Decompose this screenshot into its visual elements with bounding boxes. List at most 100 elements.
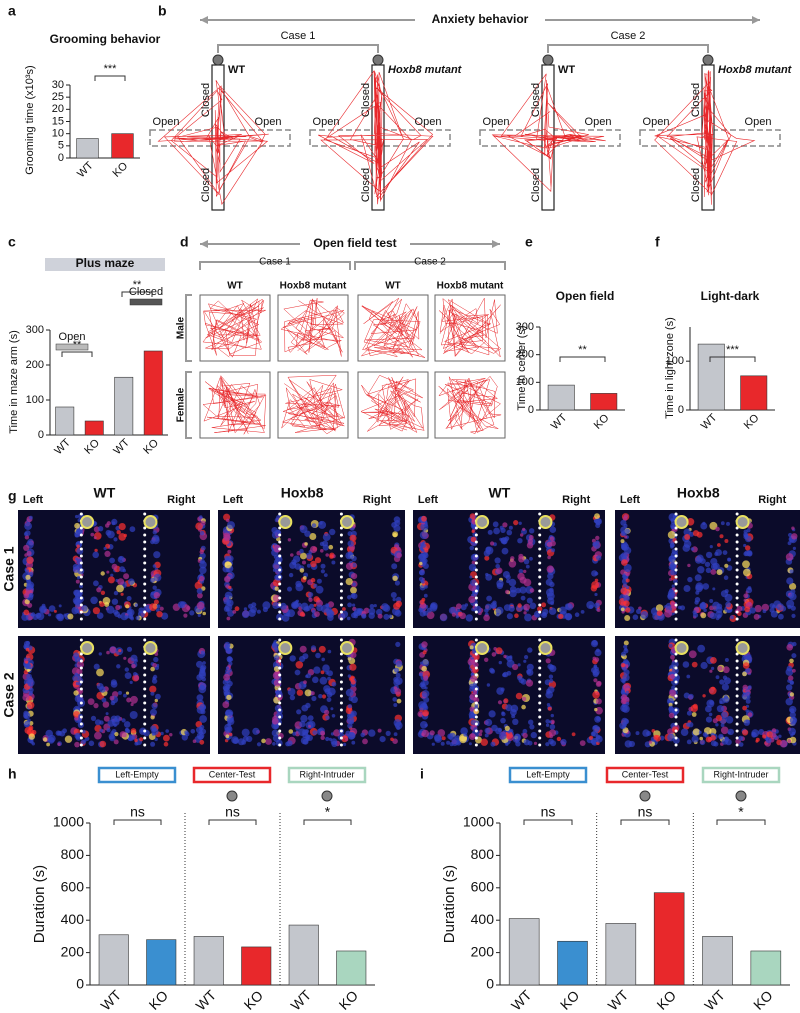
heat-spot xyxy=(596,608,601,612)
heat-spot xyxy=(548,674,554,679)
heat-spot xyxy=(277,696,282,701)
heat-spot xyxy=(595,698,602,705)
heat-spot xyxy=(111,521,116,526)
heat-spot xyxy=(421,732,425,737)
y-tick-label: 400 xyxy=(471,911,495,927)
heat-spot xyxy=(594,592,598,597)
heat-spot xyxy=(327,670,333,677)
heat-spot xyxy=(529,556,533,561)
heat-spot xyxy=(123,656,127,660)
heat-spot xyxy=(786,577,794,585)
heat-spot xyxy=(429,730,435,736)
heat-spot xyxy=(484,603,492,611)
heat-spot xyxy=(311,609,316,614)
x-tick-label: KO xyxy=(557,987,583,1013)
heat-spot xyxy=(395,672,401,678)
heat-spot xyxy=(747,685,752,690)
heat-spot xyxy=(224,575,231,583)
heat-spot xyxy=(349,534,357,542)
heat-spot xyxy=(350,710,357,717)
heat-spot xyxy=(224,641,231,649)
heat-spot xyxy=(642,729,650,737)
heat-spot xyxy=(691,735,699,743)
heat-spot xyxy=(762,734,767,739)
heat-spot xyxy=(126,646,133,652)
y-tick-label: 0 xyxy=(528,404,534,416)
heat-spot xyxy=(313,666,321,674)
heat-spot xyxy=(743,598,747,602)
heat-spot xyxy=(352,603,356,607)
heat-spot xyxy=(152,530,157,535)
heat-spot xyxy=(787,541,792,546)
heat-spot xyxy=(24,664,30,670)
heat-spot xyxy=(548,587,554,593)
y-tick-label: 25 xyxy=(52,91,64,103)
heat-spot xyxy=(100,571,105,576)
heat-spot xyxy=(434,734,442,742)
heat-spot xyxy=(788,675,794,681)
heat-spot xyxy=(292,601,299,608)
sig-label: * xyxy=(738,804,744,820)
heat-spot xyxy=(792,641,797,647)
sex-icon xyxy=(212,54,224,66)
heat-spot xyxy=(151,702,158,710)
heat-spot xyxy=(319,676,328,685)
heat-spot xyxy=(547,597,555,605)
heat-spot xyxy=(754,604,762,613)
heat-spot xyxy=(556,736,562,742)
heat-spot xyxy=(104,550,111,558)
heat-spot xyxy=(711,666,715,671)
heat-spot xyxy=(779,739,788,748)
heat-spot xyxy=(319,541,325,547)
heat-spot xyxy=(522,527,526,532)
heat-spot xyxy=(471,529,475,534)
heat-spot xyxy=(76,544,80,548)
heat-spot xyxy=(153,592,160,599)
heat-spot xyxy=(305,552,313,560)
heat-spot xyxy=(469,575,473,579)
heat-spot xyxy=(700,661,708,670)
heat-spot xyxy=(704,561,711,568)
heat-spot xyxy=(724,539,729,543)
heat-spot xyxy=(745,698,751,704)
heat-spot xyxy=(785,553,794,561)
case-bracket xyxy=(547,44,709,53)
heat-spot xyxy=(347,723,353,729)
heat-spot xyxy=(346,616,351,621)
heat-spot xyxy=(313,603,317,607)
group-label: WT xyxy=(385,281,401,292)
heat-spot xyxy=(593,519,598,523)
sig-label: ** xyxy=(133,279,142,291)
heat-spot xyxy=(510,556,515,561)
heat-spot xyxy=(670,654,675,660)
heat-spot xyxy=(594,602,600,609)
heat-spot xyxy=(621,559,628,566)
heat-spot xyxy=(131,663,136,669)
heat-spot xyxy=(431,742,435,746)
heat-spot xyxy=(342,607,346,611)
heat-spot xyxy=(696,531,703,538)
track xyxy=(318,69,434,205)
heat-spot xyxy=(297,602,302,608)
heat-spot xyxy=(272,718,279,725)
heat-spot xyxy=(683,540,692,548)
heat-spot xyxy=(153,551,161,559)
bar xyxy=(288,924,319,986)
arm-label: Open xyxy=(745,116,772,128)
bar xyxy=(590,393,618,411)
heat-spot xyxy=(323,685,331,693)
heat-spot xyxy=(593,542,601,549)
heat-spot xyxy=(419,599,425,605)
heat-spot xyxy=(594,649,602,657)
heat-spot xyxy=(21,613,29,621)
heat-spot xyxy=(517,675,523,681)
heat-spot xyxy=(736,605,743,612)
heat-spot xyxy=(224,591,233,600)
heat-spot xyxy=(789,592,797,601)
side-label: Right xyxy=(363,494,391,506)
heat-spot xyxy=(25,569,29,574)
heat-spot xyxy=(792,668,796,673)
heat-spot xyxy=(742,729,749,736)
heat-spot xyxy=(446,740,451,745)
heat-spot xyxy=(272,562,280,570)
